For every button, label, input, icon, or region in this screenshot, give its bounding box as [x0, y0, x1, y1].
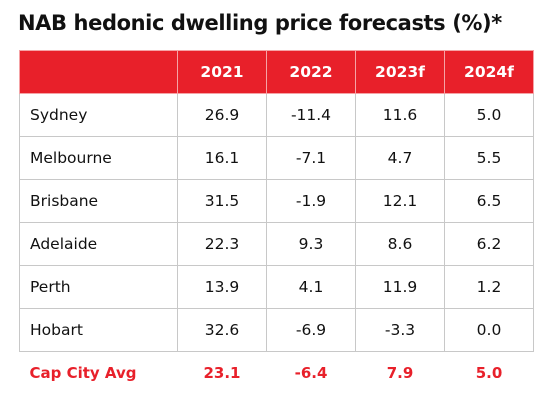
value-cell: 12.1	[355, 179, 445, 223]
value-cell: 31.5	[177, 179, 267, 223]
value-cell: 4.1	[266, 265, 356, 309]
column-header: 2023f	[355, 50, 445, 94]
summary-value-cell: 23.1	[177, 351, 267, 395]
summary-label-cell: Cap City Avg	[19, 351, 178, 395]
table-row: Perth 13.9 4.1 11.9 1.2	[19, 265, 534, 309]
city-name-cell: Hobart	[19, 308, 178, 352]
column-header: 2024f	[444, 50, 534, 94]
table-row: Hobart 32.6 -6.9 -3.3 0.0	[19, 308, 534, 352]
table-row: Melbourne 16.1 -7.1 4.7 5.5	[19, 136, 534, 180]
value-cell: -1.9	[266, 179, 356, 223]
city-name-cell: Adelaide	[19, 222, 178, 266]
value-cell: 22.3	[177, 222, 267, 266]
value-cell: 13.9	[177, 265, 267, 309]
value-cell: 6.5	[444, 179, 534, 223]
value-cell: 26.9	[177, 93, 267, 137]
table-row: Sydney 26.9 -11.4 11.6 5.0	[19, 93, 534, 137]
value-cell: -11.4	[266, 93, 356, 137]
value-cell: 4.7	[355, 136, 445, 180]
summary-value-cell: 7.9	[355, 351, 445, 395]
city-name-cell: Melbourne	[19, 136, 178, 180]
table-header-row: 2021 2022 2023f 2024f	[19, 50, 534, 94]
value-cell: 32.6	[177, 308, 267, 352]
city-name-cell: Perth	[19, 265, 178, 309]
value-cell: 11.6	[355, 93, 445, 137]
value-cell: 9.3	[266, 222, 356, 266]
value-cell: 11.9	[355, 265, 445, 309]
value-cell: 1.2	[444, 265, 534, 309]
value-cell: 6.2	[444, 222, 534, 266]
summary-value-cell: -6.4	[266, 351, 356, 395]
city-name-cell: Brisbane	[19, 179, 178, 223]
table-row: Adelaide 22.3 9.3 8.6 6.2	[19, 222, 534, 266]
forecast-table: 2021 2022 2023f 2024f Sydney 26.9 -11.4 …	[19, 50, 534, 395]
column-header: 2021	[177, 50, 267, 94]
value-cell: -6.9	[266, 308, 356, 352]
value-cell: -3.3	[355, 308, 445, 352]
value-cell: -7.1	[266, 136, 356, 180]
value-cell: 5.0	[444, 93, 534, 137]
value-cell: 0.0	[444, 308, 534, 352]
header-blank-cell	[19, 50, 178, 94]
value-cell: 8.6	[355, 222, 445, 266]
summary-row: Cap City Avg 23.1 -6.4 7.9 5.0	[19, 351, 534, 395]
table-row: Brisbane 31.5 -1.9 12.1 6.5	[19, 179, 534, 223]
city-name-cell: Sydney	[19, 93, 178, 137]
column-header: 2022	[266, 50, 356, 94]
page-title: NAB hedonic dwelling price forecasts (%)…	[18, 11, 502, 35]
value-cell: 16.1	[177, 136, 267, 180]
summary-value-cell: 5.0	[444, 351, 534, 395]
value-cell: 5.5	[444, 136, 534, 180]
